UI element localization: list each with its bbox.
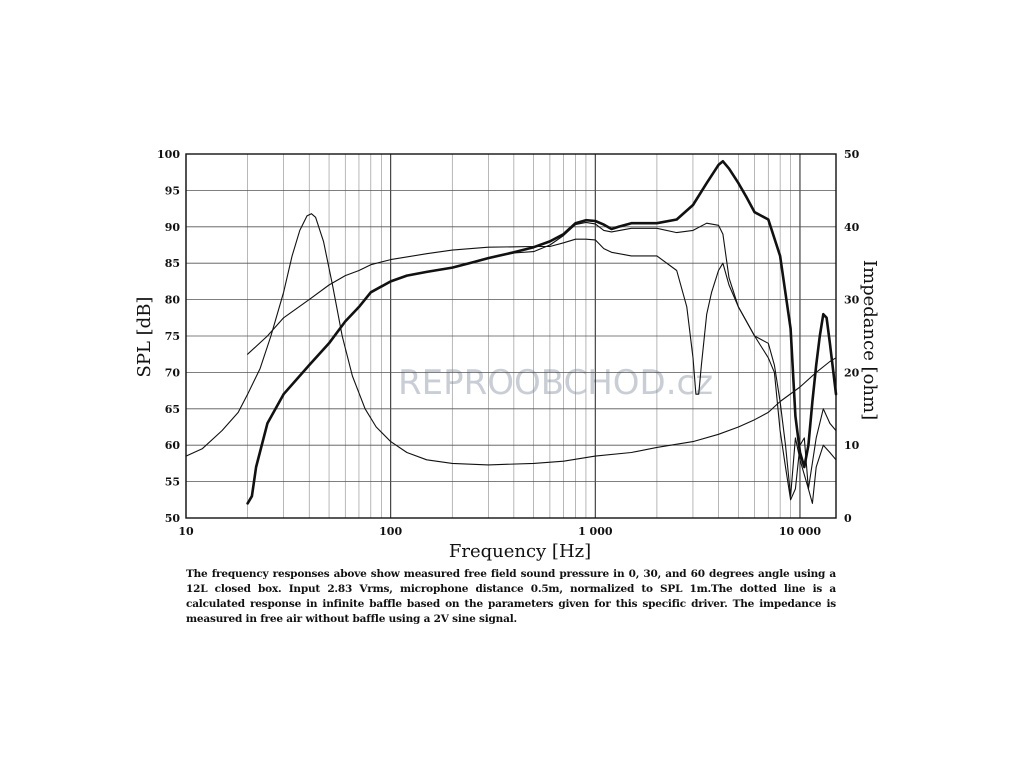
y-left-tick-label: 55 (165, 476, 180, 489)
spl-curve-3 (513, 221, 837, 504)
y-left-tick-label: 50 (165, 512, 181, 525)
x-tick-label: 10 000 (779, 525, 821, 538)
y-left-tick-label: 60 (165, 439, 181, 452)
chart-caption: The frequency responses above show measu… (186, 568, 836, 625)
y-right-tick-label: 30 (844, 294, 860, 307)
y-left-tick-label: 100 (157, 148, 180, 161)
x-tick-label: 10 (178, 525, 194, 538)
y-right-tick-label: 10 (844, 439, 860, 452)
x-tick-label: 100 (379, 525, 402, 538)
spl-curve-2 (247, 238, 837, 497)
y-right-tick-label: 50 (844, 148, 860, 161)
y-left-tick-label: 80 (165, 294, 181, 307)
y-left-tick-label: 70 (165, 366, 181, 379)
y-right-tick-label: 40 (844, 221, 860, 234)
y-left-tick-label: 75 (165, 330, 180, 343)
x-tick-label: 1 000 (578, 525, 613, 538)
spl-curve-1 (246, 160, 838, 505)
y-left-tick-label: 90 (165, 221, 181, 234)
y-axis-label-right: Impedance [ohm] (859, 260, 880, 420)
chart-grid (185, 153, 837, 519)
impedance-curve-4 (185, 213, 837, 466)
y-axis-label-left: SPL [dB] (134, 297, 155, 378)
plot-frame (185, 153, 837, 519)
y-right-tick-label: 0 (844, 512, 852, 525)
y-left-tick-label: 95 (165, 184, 180, 197)
chart-curves (185, 160, 838, 505)
y-right-tick-label: 20 (844, 366, 860, 379)
y-left-tick-label: 65 (165, 403, 180, 416)
x-axis-label: Frequency [Hz] (449, 541, 591, 562)
watermark: REPROOBCHOD.cz (398, 363, 713, 403)
y-left-tick-label: 85 (165, 257, 180, 270)
